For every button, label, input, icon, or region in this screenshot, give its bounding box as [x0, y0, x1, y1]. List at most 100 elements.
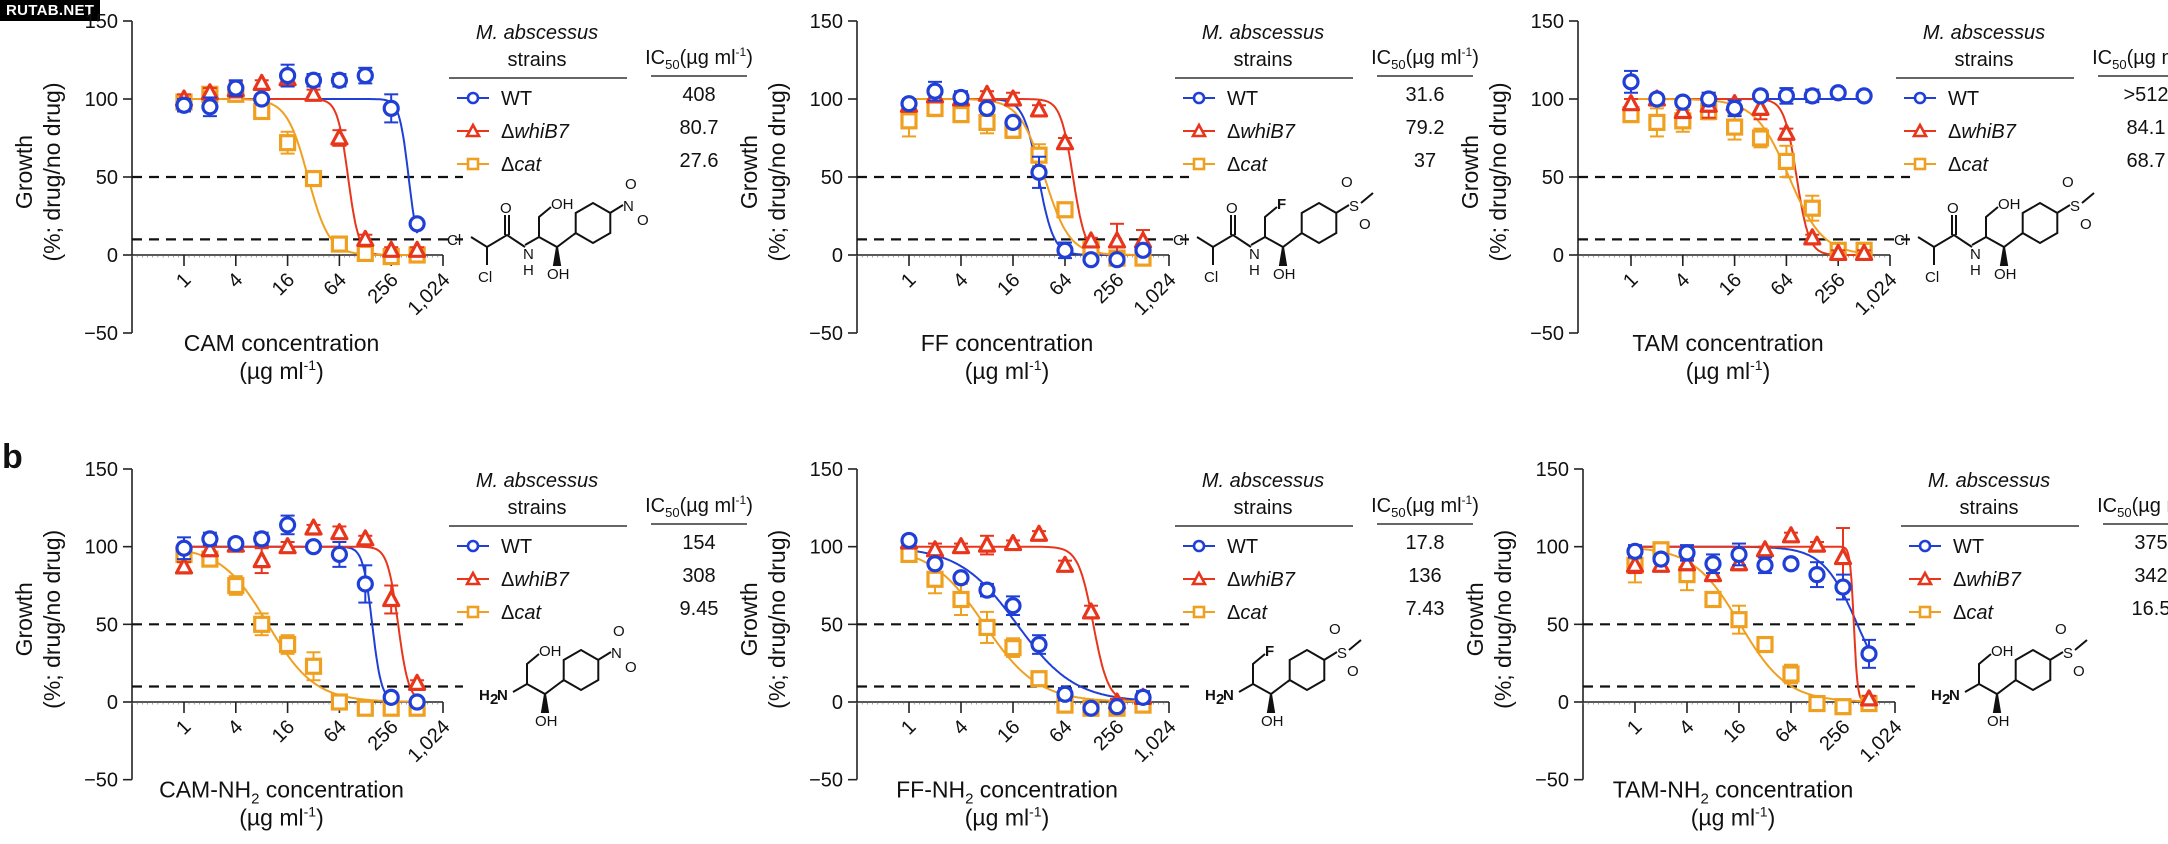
atom-o: O	[2062, 174, 2074, 191]
ic50-value: 154	[682, 532, 715, 554]
legend-label: WT	[1227, 536, 1258, 558]
atom-o: O	[2080, 216, 2092, 233]
para-bond	[609, 204, 624, 214]
marker-circle	[330, 545, 348, 564]
x-axis-title-sub: 2	[1700, 791, 1708, 808]
marker-triangle	[304, 518, 323, 536]
legend-marker-triangle	[1190, 122, 1208, 138]
ic50-value: 408	[682, 84, 715, 106]
marker-circle	[1108, 698, 1126, 716]
atom-s: S	[2063, 645, 2073, 662]
atom-oh: OH	[547, 266, 570, 283]
marker-circle	[1004, 113, 1022, 132]
ic50-sup: -1	[736, 45, 747, 59]
y-axis-title-line2: (%; drug/no drug)	[1485, 83, 1511, 262]
atom-h2n: N	[1949, 687, 1960, 704]
marker-circle	[356, 575, 374, 593]
chart-a1: −50 0 50 100 150 1 4 16 64 256 1,024 Growth(%; drug…	[11, 11, 753, 384]
x-tick-label: 16	[993, 269, 1024, 300]
data-point-WT	[1082, 699, 1100, 717]
ic50-close: )	[746, 495, 753, 517]
atom-f: F	[1277, 196, 1286, 213]
ic50-label: IC	[645, 495, 665, 517]
marker-square	[356, 699, 374, 717]
legend-marker-circle	[1913, 91, 1927, 105]
ic50-value: 79.2	[1406, 117, 1445, 139]
ic50-value: 308	[682, 565, 715, 587]
marker-square	[1704, 590, 1722, 609]
legend-marker-circle	[1918, 539, 1932, 553]
marker-circle	[304, 538, 323, 556]
marker-circle	[1674, 93, 1692, 111]
data-point-dcat	[279, 130, 297, 155]
legend-label-prefix: Δ	[501, 121, 514, 143]
marker-triangle	[1803, 228, 1822, 246]
data-point-WT	[330, 541, 348, 568]
marker-square	[1803, 199, 1821, 217]
x-axis-title: CAM-NH2 concentration	[159, 777, 404, 808]
legend-label-name: whiB7	[1240, 121, 1295, 143]
x-axis-unit: (µg ml-1)	[239, 804, 324, 831]
marker-circle	[1678, 544, 1696, 562]
data-point-WT	[382, 93, 400, 124]
legend-label: WT	[1953, 536, 1984, 558]
watermark: RUTAB.NET	[0, 0, 101, 21]
data-point-dcat	[279, 634, 297, 655]
data-point-dcat	[330, 693, 348, 711]
x-tick-label: 1	[172, 716, 195, 739]
atom-f: F	[1265, 643, 1274, 660]
marker-square	[1808, 694, 1826, 713]
data-point-WT	[1030, 634, 1048, 655]
x-unit-close: )	[316, 805, 324, 831]
data-point-dwhiB7	[408, 240, 427, 258]
marker-circle	[175, 539, 193, 557]
x-tick-label: 16	[993, 716, 1024, 747]
legend-label: Δcat	[1953, 602, 1994, 624]
data-point-dcat	[1704, 590, 1722, 609]
data-point-dcat	[1834, 698, 1852, 716]
data-point-dwhiB7	[1055, 555, 1075, 573]
marker-square	[304, 169, 323, 188]
marker-square	[952, 590, 970, 609]
x-unit-sup: -1	[1029, 804, 1042, 820]
para-bond	[2056, 204, 2071, 214]
data-point-WT	[1134, 241, 1152, 259]
atom-oh: OH	[551, 196, 574, 213]
legend-species: M. abscessus	[476, 22, 598, 44]
marker-square	[926, 570, 944, 588]
marker-triangle	[356, 529, 375, 547]
legend-header-line2: strains	[508, 49, 567, 71]
x-axis-unit: (µg ml-1)	[965, 804, 1050, 831]
y-axis-title-line2: (%; drug/no drug)	[39, 530, 65, 709]
y-tick-label: −50	[84, 323, 118, 345]
y-tick-label: 150	[810, 11, 843, 33]
ic50-sub: 50	[665, 57, 679, 72]
data-point-WT	[1674, 93, 1692, 111]
ic50-header: IC50(µg ml-1)	[645, 493, 753, 520]
ic50-value: 136	[1408, 565, 1441, 587]
legend-label-name: cat	[1240, 154, 1268, 176]
marker-circle	[253, 90, 271, 108]
marker-circle	[926, 555, 944, 573]
data-point-dcat	[1004, 637, 1022, 658]
atom-oh: OH	[539, 643, 562, 660]
legend-item-dcat: Δcat 37	[1183, 150, 1436, 176]
legend-label-prefix: Δ	[1227, 154, 1240, 176]
data-point-dcat	[1782, 663, 1800, 685]
x-unit-close: )	[1042, 805, 1050, 831]
atom-oh: OH	[1991, 643, 2014, 660]
legend-label: Δcat	[501, 154, 542, 176]
x-tick-label: 256	[1811, 269, 1850, 308]
y-axis-title-line1: Growth	[736, 582, 762, 656]
y-axis-title-line1: Growth	[11, 582, 37, 656]
marker-circle	[1808, 566, 1826, 584]
y-tick-label: 0	[107, 245, 118, 267]
marker-circle	[1134, 241, 1152, 259]
molecule-chain	[524, 206, 574, 249]
data-point-dwhiB7	[278, 537, 297, 555]
ic50-header: IC50(µg ml-1)	[1371, 45, 1479, 72]
data-point-dwhiB7	[382, 584, 401, 615]
data-point-dcat	[952, 105, 970, 124]
x-tick-label: 1,024	[404, 269, 455, 320]
